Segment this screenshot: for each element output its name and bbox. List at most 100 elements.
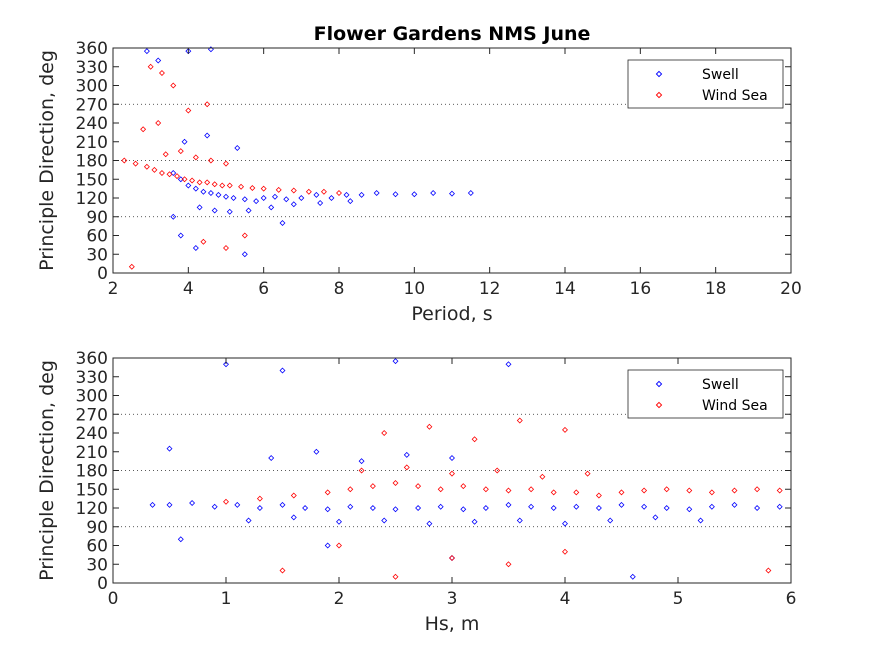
bottom-point-swell: [573, 503, 580, 510]
bottom-point-swell: [381, 517, 388, 524]
top-point-wind-sea: [241, 232, 248, 239]
top-point-wind-sea: [275, 186, 282, 193]
top-point-wind-sea: [223, 160, 229, 167]
bottom-point-swell: [776, 503, 783, 510]
bottom-x-tick-label-1: 1: [221, 589, 232, 609]
top-axes: 2 4 6 8 10 12 14 16 18 20 030609012015018021024027…: [36, 39, 802, 325]
top-y-axis-label: Principle Direction, deg: [36, 50, 58, 271]
bottom-point-swell: [449, 455, 455, 461]
top-point-wind-sea: [320, 188, 327, 195]
bottom-legend: Swell Wind Sea: [627, 369, 784, 419]
top-point-swell: [253, 198, 260, 205]
top-point-wind-sea: [207, 157, 214, 164]
top-x-tick-label-20: 20: [780, 279, 802, 299]
bottom-point-wind-sea: [562, 548, 568, 555]
bottom-point-swell: [663, 505, 670, 511]
top-y-tick-label-330: 330: [76, 58, 108, 78]
top-point-wind-sea: [128, 263, 135, 270]
bottom-point-swell: [302, 505, 309, 511]
top-point-wind-sea: [162, 151, 169, 158]
bottom-point-wind-sea: [776, 487, 783, 494]
bottom-point-wind-sea: [369, 483, 376, 490]
bottom-point-swell: [166, 501, 173, 508]
bottom-x-tick-label-4: 4: [560, 589, 571, 609]
bottom-point-swell: [731, 501, 738, 508]
top-x-tick-label-18: 18: [705, 279, 727, 299]
bottom-point-wind-sea: [686, 487, 693, 494]
bottom-point-wind-sea: [403, 464, 410, 471]
top-legend-label-wind-sea: Wind Sea: [702, 88, 768, 104]
top-point-wind-sea: [155, 120, 162, 126]
bottom-point-swell: [290, 514, 297, 521]
bottom-point-swell: [708, 503, 715, 510]
top-point-wind-sea: [200, 238, 207, 245]
bottom-point-wind-sea: [505, 561, 512, 568]
figure-title: Flower Gardens NMS June: [314, 23, 591, 45]
bottom-point-wind-sea: [347, 486, 354, 493]
bottom-point-wind-sea: [449, 470, 455, 477]
bottom-point-swell: [641, 503, 648, 510]
top-point-wind-sea: [143, 163, 150, 170]
top-point-swell: [204, 132, 211, 139]
bottom-point-wind-sea: [358, 467, 365, 474]
bottom-point-swell: [482, 505, 489, 511]
bottom-axes: 0 1 2 3 4 5 6030609012015018021024027030033036…: [36, 349, 796, 635]
bottom-point-wind-sea: [471, 436, 478, 443]
bottom-point-swell: [618, 501, 625, 508]
bottom-point-wind-sea: [426, 423, 433, 430]
bottom-point-swell: [607, 517, 614, 524]
bottom-point-swell: [471, 518, 478, 525]
top-point-swell: [207, 190, 214, 196]
bottom-point-swell: [234, 501, 241, 508]
bottom-y-tick-label-30: 30: [86, 555, 108, 575]
top-point-wind-sea: [121, 157, 128, 164]
top-point-wind-sea: [177, 148, 184, 155]
top-point-swell: [223, 193, 229, 200]
bottom-point-swell: [754, 505, 761, 511]
bottom-point-swell: [279, 501, 286, 508]
bottom-x-tick-label-6: 6: [786, 589, 797, 609]
bottom-point-swell: [562, 520, 568, 527]
top-point-swell: [411, 191, 418, 198]
top-x-tick-label-6: 6: [258, 279, 269, 299]
bottom-point-wind-sea: [449, 555, 455, 561]
top-point-wind-sea: [305, 188, 312, 195]
top-point-swell: [185, 182, 192, 189]
bottom-point-wind-sea: [731, 487, 738, 494]
bottom-point-swell: [437, 503, 444, 510]
bottom-point-swell: [324, 542, 331, 549]
bottom-point-swell: [550, 505, 557, 511]
top-point-swell: [170, 213, 177, 220]
bottom-point-swell: [505, 501, 512, 508]
bottom-y-tick-label-240: 240: [76, 424, 108, 444]
top-point-wind-sea: [159, 70, 165, 76]
bottom-point-wind-sea: [392, 573, 399, 580]
bottom-point-swell: [256, 505, 263, 511]
bottom-point-swell: [516, 517, 523, 524]
top-point-swell: [192, 245, 199, 251]
top-point-swell: [430, 190, 437, 196]
bottom-point-wind-sea: [618, 489, 625, 496]
top-legend-box: [627, 59, 784, 109]
top-y-tick-label-180: 180: [76, 152, 108, 172]
top-point-swell: [230, 195, 237, 201]
bottom-point-wind-sea: [505, 487, 512, 494]
top-point-swell: [226, 208, 233, 215]
bottom-legend-label-swell: Swell: [702, 377, 739, 393]
bottom-point-swell: [652, 514, 659, 521]
bottom-point-swell: [629, 573, 636, 580]
bottom-point-wind-sea: [528, 486, 535, 493]
top-point-wind-sea: [132, 160, 139, 167]
top-point-wind-sea: [159, 170, 165, 176]
top-y-tick-label-90: 90: [86, 208, 108, 228]
bottom-point-swell: [149, 501, 156, 508]
top-y-tick-label-150: 150: [76, 170, 108, 190]
bottom-point-wind-sea: [754, 486, 761, 493]
bottom-point-swell: [595, 505, 602, 511]
bottom-y-tick-label-120: 120: [76, 499, 108, 519]
top-point-wind-sea: [219, 182, 226, 189]
bottom-legend-label-wind-sea: Wind Sea: [702, 398, 768, 414]
bottom-y-tick-label-210: 210: [76, 443, 108, 463]
bottom-point-swell: [279, 367, 286, 374]
